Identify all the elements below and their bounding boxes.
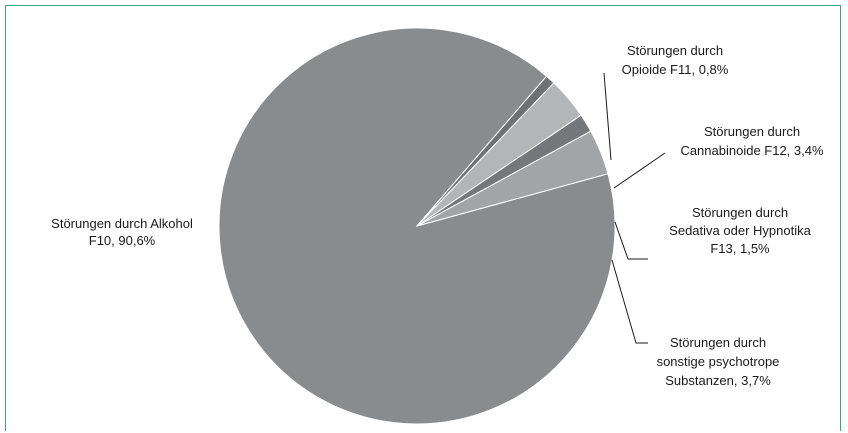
chart-frame (5, 5, 841, 431)
slice-label-line: Störungen durch (670, 335, 766, 350)
slice-label-1: Störungen durch Opioide F11, 0,8% (622, 43, 729, 77)
slice-label-3: Störungen durch Sedativa oder Hypnotika F1… (669, 205, 811, 256)
slice-label-2: Störungen durch Cannabinoide F12, 3,4% (680, 124, 824, 158)
slice-label-4: Störungen durch sonstige psychotrope Subst… (657, 335, 780, 388)
slice-label-line: F10, 90,6% (89, 233, 156, 248)
pie-slice-4 (416, 130, 609, 227)
leader-line-3 (614, 221, 648, 260)
slice-label-line: Störungen durch (704, 124, 800, 139)
slice-labels: Störungen durch Alkohol F10, 90,6%Störung… (51, 43, 824, 388)
slice-label-line: Störungen durch (692, 205, 788, 220)
slice-label-line: Störungen durch (627, 43, 723, 58)
slice-label-line: Opioide F11, 0,8% (622, 62, 729, 77)
slice-label-0: Störungen durch Alkohol F10, 90,6% (51, 216, 193, 248)
leader-line-4 (611, 259, 648, 344)
slice-label-line: Störungen durch Alkohol (51, 216, 193, 231)
slice-label-line: F13, 1,5% (710, 241, 770, 256)
leader-line-1 (603, 72, 612, 161)
slice-label-line: Cannabinoide F12, 3,4% (680, 143, 824, 158)
leader-line-2 (613, 152, 666, 189)
slice-label-line: Substanzen, 3,7% (665, 373, 771, 388)
slice-label-line: Sedativa oder Hypnotika (669, 223, 811, 238)
pie-slices (218, 27, 616, 425)
slice-label-line: sonstige psychotrope (657, 354, 780, 369)
leader-lines (603, 72, 666, 344)
